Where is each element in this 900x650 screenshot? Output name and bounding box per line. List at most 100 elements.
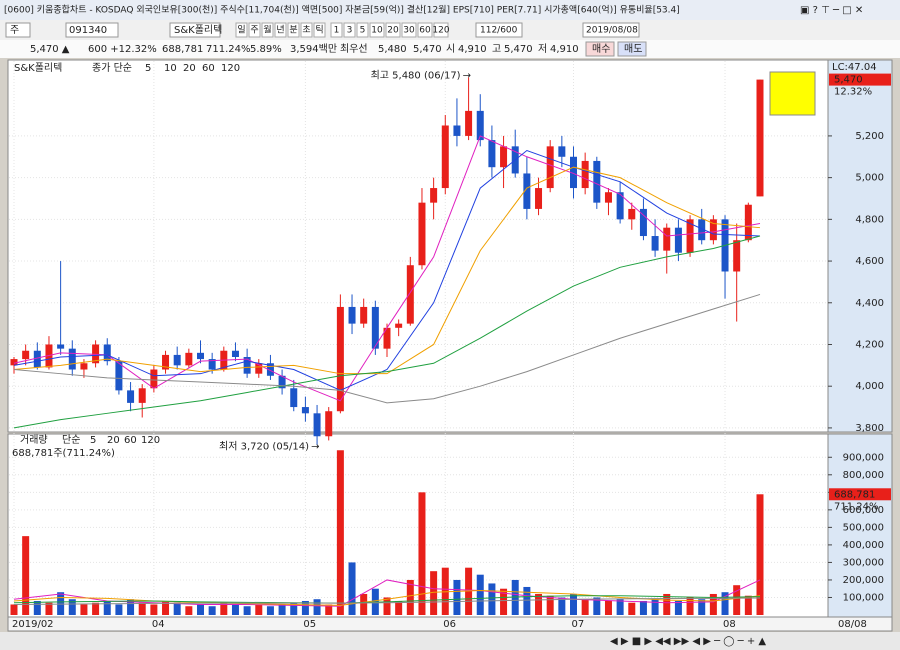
period-select[interactable]	[5, 22, 31, 38]
toolbar-label: 5	[360, 26, 366, 36]
sell-button[interactable]	[617, 41, 647, 57]
toolbar-button[interactable]	[343, 22, 356, 38]
toolbar-button[interactable]	[313, 22, 326, 38]
annotation-arrow: →	[463, 71, 471, 82]
candle-body	[476, 110, 484, 141]
y-tick-label: 300,000	[843, 557, 884, 568]
toolbar-button[interactable]	[385, 22, 401, 38]
toolbar-button[interactable]	[369, 22, 385, 38]
candle-body	[45, 344, 53, 368]
toolbar-button[interactable]	[235, 22, 248, 38]
scroll-controls[interactable]: ◀ ▶ ■ ▶ ◀◀ ▶▶ ◀ ▶ ─ ◯ ─ + ▲	[610, 636, 766, 647]
toolbar-button[interactable]	[433, 22, 449, 38]
candle-body	[558, 146, 566, 157]
price: 5,470 ▲	[30, 44, 70, 55]
scroll-bar[interactable]	[0, 632, 900, 650]
candle-body	[430, 188, 438, 203]
legend-ma: 종가 단순	[92, 62, 132, 74]
candle-body	[546, 146, 554, 189]
candle-body	[570, 156, 577, 189]
volume-bar	[593, 597, 601, 615]
toolbar-label: 분	[289, 25, 297, 36]
volume-bar	[430, 571, 438, 615]
y-tick-label: 600,000	[843, 505, 884, 516]
buy-button[interactable]	[585, 41, 615, 57]
legend-entry: 20	[107, 435, 120, 446]
volume-panel	[7, 433, 829, 618]
candle-body	[138, 388, 146, 403]
moving-average	[13, 579, 761, 607]
volume-bar	[220, 602, 228, 615]
volume-bar	[756, 494, 764, 615]
moving-average	[13, 149, 761, 391]
window-buttons[interactable]: ▣ ? ⊤ ─ □ ✕	[800, 5, 863, 16]
toolbar	[0, 20, 900, 40]
toolbar-button[interactable]	[356, 22, 369, 38]
toolbar-button[interactable]	[274, 22, 287, 38]
turnover: 5.89%	[250, 44, 282, 55]
moving-average	[13, 595, 761, 604]
toolbar-button[interactable]	[248, 22, 261, 38]
marker-box	[769, 71, 816, 116]
toolbar-button[interactable]	[417, 22, 433, 38]
candle-body	[325, 411, 333, 437]
candle-body	[336, 306, 344, 412]
volume-bar	[290, 602, 298, 615]
candle-body	[208, 359, 216, 370]
low: 4,910	[550, 44, 579, 55]
candle-body	[360, 306, 368, 324]
toolbar-button[interactable]	[401, 22, 417, 38]
toolbar-label: 10	[371, 26, 383, 36]
y-tick-label: 4,000	[855, 381, 884, 392]
candle-body	[266, 363, 274, 376]
toolbar-label: 초	[302, 25, 310, 36]
legend-entry: 120	[221, 63, 240, 74]
buy: 매수	[592, 43, 610, 55]
candle-body	[383, 327, 391, 349]
candle-body	[290, 388, 298, 408]
legend-name: S&K폴리텍	[14, 62, 62, 74]
volume-bar	[68, 599, 76, 615]
volume-ratio: 711.24%	[206, 44, 251, 55]
high-label: 고	[492, 44, 501, 55]
code: 091340	[69, 25, 107, 36]
legend-entry: 5	[90, 435, 96, 446]
volume-bar	[418, 492, 426, 615]
toolbar-button[interactable]	[261, 22, 274, 38]
candle-body	[173, 354, 181, 366]
toolbar-label: 주	[250, 25, 258, 36]
candle-body	[243, 357, 251, 374]
volume-bar	[581, 599, 589, 615]
toolbar-button[interactable]	[287, 22, 300, 38]
annotation: 최고 5,480 (06/17)	[371, 70, 461, 82]
candle-body	[663, 227, 671, 251]
candle-body	[616, 192, 624, 220]
last-volume-box	[829, 488, 891, 501]
volume-bar	[686, 597, 694, 615]
code-input[interactable]	[65, 22, 119, 38]
y-tick-label: 4,600	[855, 256, 884, 267]
toolbar-button[interactable]	[300, 22, 313, 38]
y-tick-label: 400,000	[843, 540, 884, 551]
candle-body	[744, 204, 752, 241]
candle-body	[535, 188, 543, 209]
candle-body	[103, 344, 111, 362]
y-tick-label: 800,000	[843, 470, 884, 481]
legend-entry: 120	[141, 435, 160, 446]
volume-bar	[535, 593, 543, 615]
y-tick-label: 5,200	[855, 131, 884, 142]
toolbar-label: 월	[263, 24, 271, 36]
volume-bar	[243, 606, 251, 615]
change: 600 +12.32%	[88, 44, 157, 55]
candle-body	[604, 192, 612, 203]
volume-bar	[395, 600, 403, 615]
volume-bar	[546, 595, 554, 615]
y-tick-label: 4,400	[855, 298, 884, 309]
volume-bar	[698, 599, 706, 615]
x-tick-label: 08	[723, 619, 736, 630]
high: 5,470	[504, 44, 533, 55]
candle-body	[68, 348, 76, 370]
toolbar-button[interactable]	[330, 22, 343, 38]
date-box[interactable]	[582, 22, 640, 38]
